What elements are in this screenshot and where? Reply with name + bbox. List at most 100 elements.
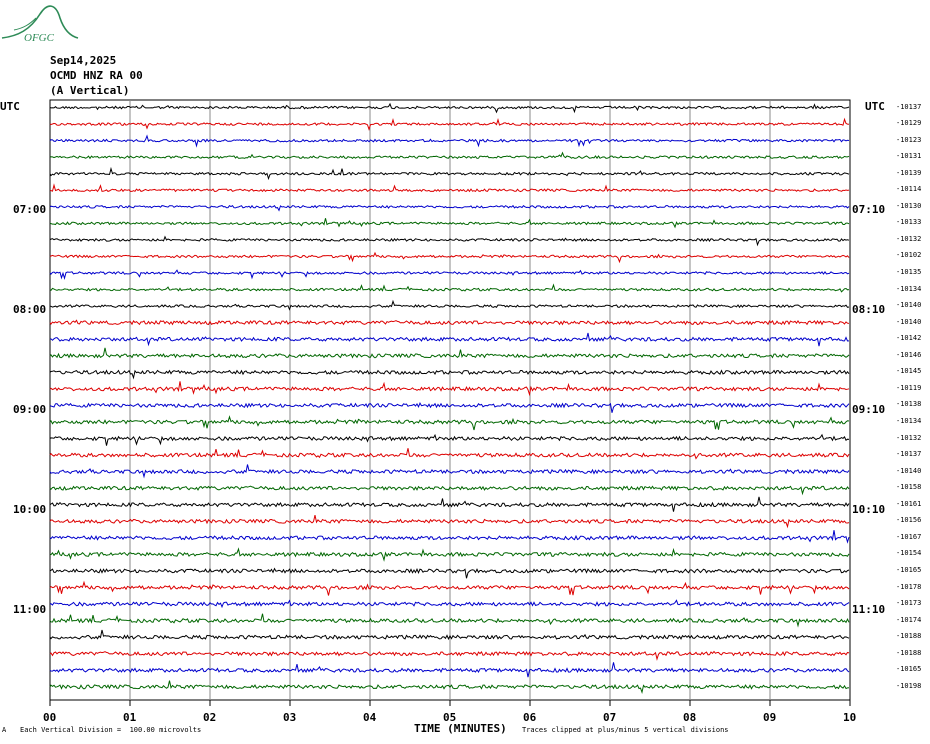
trace-offset-label: -10129	[896, 119, 922, 128]
trace-offset-label: -10133	[896, 218, 922, 227]
trace-offset-label: -10165	[896, 665, 922, 674]
x-tick-label: 00	[43, 711, 57, 724]
trace-offset-label: -10132	[896, 234, 922, 243]
seismic-trace	[49, 599, 850, 609]
seismic-trace	[49, 235, 850, 247]
trace-offset-label: -10174	[896, 615, 922, 624]
trace-offset-label: -10173	[896, 599, 922, 608]
seismic-trace	[49, 580, 850, 596]
seismic-trace	[49, 347, 850, 359]
seismic-trace	[49, 662, 850, 678]
trace-offset-label: -10156	[896, 516, 922, 525]
seismic-trace	[49, 204, 850, 212]
trace-offset-label: -10140	[896, 301, 922, 310]
seismic-trace	[49, 381, 850, 397]
trace-offset-label: -10134	[896, 416, 922, 425]
utc-label-left: UTC	[0, 100, 20, 113]
trace-offset-label: -10137	[896, 102, 922, 111]
seismic-trace	[49, 464, 850, 479]
trace-offset-label: -10102	[896, 251, 922, 260]
component-label: (A Vertical)	[50, 84, 130, 97]
x-tick-label: 07	[603, 711, 617, 724]
seismic-trace	[49, 496, 850, 512]
seismic-trace	[49, 650, 850, 661]
x-tick-label: 02	[203, 711, 217, 724]
left-time-label: 07:00	[13, 203, 47, 216]
scale-mark: A	[2, 726, 7, 734]
seismic-trace	[49, 514, 850, 529]
trace-offset-label: -10139	[896, 168, 922, 177]
trace-offset-label: -10158	[896, 483, 922, 492]
right-time-label: 10:10	[852, 503, 886, 516]
trace-offset-label: -10134	[896, 284, 922, 293]
seismic-trace	[49, 567, 850, 579]
seismic-trace	[49, 680, 850, 694]
trace-offset-label: -10137	[896, 450, 922, 459]
trace-offset-label: -10198	[896, 681, 922, 690]
left-time-label: 10:00	[13, 503, 47, 516]
seismic-trace	[49, 319, 850, 326]
trace-offset-label: -10146	[896, 350, 922, 359]
seismic-trace	[49, 151, 850, 160]
trace-offset-label: -10165	[896, 565, 922, 574]
trace-offset-label: -10130	[896, 201, 922, 210]
trace-offset-label: -10140	[896, 317, 922, 326]
x-axis-label: TIME (MINUTES)	[414, 722, 507, 735]
trace-offset-label: -10154	[896, 549, 922, 558]
seismic-trace	[49, 117, 850, 131]
seismic-trace	[49, 369, 850, 380]
trace-offset-label: -10123	[896, 135, 922, 144]
x-tick-label: 09	[763, 711, 777, 724]
logo-mountain-curve	[1, 5, 79, 39]
seismic-trace	[49, 415, 850, 431]
seismic-trace	[49, 218, 850, 229]
x-tick-label: 05	[443, 711, 457, 724]
right-time-label: 08:10	[852, 303, 886, 316]
x-tick-label: 04	[363, 711, 377, 724]
seismic-trace	[49, 134, 850, 148]
seismic-trace	[49, 530, 850, 544]
x-tick-label: 03	[283, 711, 297, 724]
ofgc-logo: OFGC	[1, 5, 79, 44]
scale-note: Each Vertical Division = 100.00 microvol…	[20, 726, 202, 734]
trace-offset-label: -10161	[896, 499, 922, 508]
station-label: OCMD HNZ RA 00	[50, 69, 143, 82]
right-time-label: 07:10	[852, 203, 886, 216]
seismic-trace	[49, 283, 850, 293]
seismic-trace	[49, 613, 850, 628]
trace-offset-label: -10138	[896, 400, 922, 409]
seismic-trace	[49, 547, 850, 562]
trace-offset-label: -10145	[896, 367, 922, 376]
seismic-trace	[49, 629, 850, 641]
seismic-trace	[49, 183, 850, 193]
seismic-trace	[49, 485, 850, 496]
x-tick-label: 10	[843, 711, 857, 724]
trace-offset-label: -10140	[896, 466, 922, 475]
clip-note: Traces clipped at plus/minus 5 vertical …	[522, 726, 729, 734]
trace-offset-label: -10135	[896, 268, 922, 277]
trace-offset-label: -10188	[896, 632, 922, 641]
seismic-trace	[49, 299, 850, 311]
seismic-trace	[49, 102, 850, 114]
logo-text: OFGC	[24, 32, 55, 44]
seismic-trace	[49, 332, 850, 347]
trace-offset-label: -10188	[896, 648, 922, 657]
x-tick-label: 06	[523, 711, 537, 724]
trace-offset-label: -10132	[896, 433, 922, 442]
right-time-label: 11:10	[852, 603, 886, 616]
trace-offset-label: -10142	[896, 334, 922, 343]
trace-offset-label: -10119	[896, 383, 922, 392]
date-label: Sep14,2025	[50, 54, 117, 67]
seismic-trace	[49, 166, 850, 181]
logo-wave	[13, 17, 37, 31]
left-time-label: 09:00	[13, 403, 47, 416]
seismic-trace	[49, 251, 850, 264]
left-time-label: 11:00	[13, 603, 47, 616]
x-tick-label: 08	[683, 711, 697, 724]
left-time-label: 08:00	[13, 303, 47, 316]
x-tick-label: 01	[123, 711, 137, 724]
seismic-trace	[49, 269, 850, 281]
seismic-trace	[49, 433, 850, 446]
utc-label-right: UTC	[865, 100, 885, 113]
